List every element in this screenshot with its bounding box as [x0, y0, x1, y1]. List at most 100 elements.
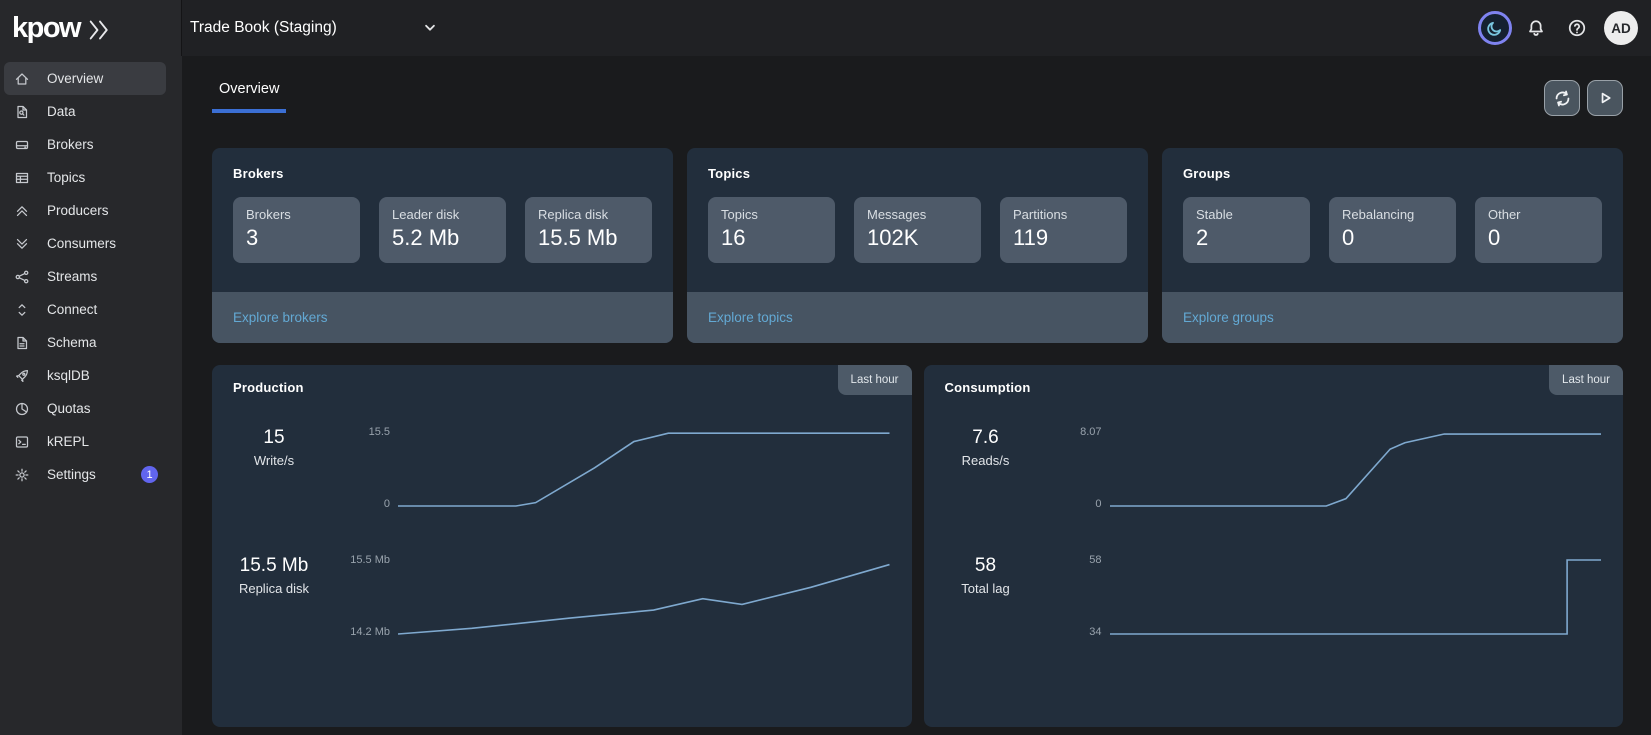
sidebar-item-label: kREPL: [47, 434, 90, 449]
stat-label: Stable: [1196, 207, 1233, 222]
link-explore-topics[interactable]: Explore topics: [708, 310, 793, 325]
sidebar-item-topics[interactable]: Topics: [4, 161, 166, 194]
environment-selector[interactable]: Trade Book (Staging): [190, 19, 439, 37]
help-icon: [1568, 19, 1586, 37]
chart-y-axis-labels: 8.07 0: [1040, 425, 1102, 511]
home-icon: [15, 72, 29, 85]
sidebar-item-label: Consumers: [47, 236, 117, 251]
schema-icon: [17, 336, 28, 349]
link-explore-groups[interactable]: Explore groups: [1183, 310, 1274, 325]
environment-label: Trade Book (Staging): [190, 19, 337, 36]
topbar: kpow Trade Book (Staging) AD: [0, 0, 1651, 56]
refresh-icon: [1555, 90, 1569, 106]
chart-stat: 15.5 Mb Replica disk: [228, 553, 320, 639]
stat-value: 2: [1196, 225, 1209, 250]
topics-icon: [15, 172, 29, 183]
data-icon: [14, 104, 30, 120]
stat-label: Rebalancing: [1342, 207, 1415, 222]
theme-toggle-button[interactable]: [1478, 11, 1512, 45]
chart-stat-value: 15: [263, 427, 285, 448]
time-range-badge[interactable]: Last hour: [1549, 365, 1623, 395]
chart-row-total-lag: 58 Total lag 58 34: [940, 553, 1602, 639]
chart-row-reads-s: 7.6 Reads/s 8.07 0: [940, 425, 1602, 511]
chart-y-axis-labels: 15.5 Mb 14.2 Mb: [328, 553, 390, 639]
chart-stat-label: Reads/s: [961, 453, 1010, 468]
sidebar-item-streams[interactable]: Streams: [4, 260, 166, 293]
sparkline-chart: [398, 553, 890, 639]
sidebar-item-producers[interactable]: Producers: [4, 194, 166, 227]
time-range-badge[interactable]: Last hour: [837, 365, 912, 395]
card-title: Brokers: [233, 166, 284, 181]
producers-icon: [14, 203, 30, 219]
sidebar-item-label: Topics: [47, 170, 86, 185]
y-axis-max-label: 58: [1089, 554, 1102, 566]
sidebar-item-krepl[interactable]: kREPL: [4, 425, 166, 458]
y-axis-min-label: 34: [1089, 626, 1102, 638]
refresh-button[interactable]: [1544, 80, 1580, 116]
notifications-button[interactable]: [1519, 11, 1553, 45]
stat-tile-replica-disk: Replica disk 15.5 Mb: [525, 197, 652, 263]
card-title: Groups: [1183, 166, 1231, 181]
sparkline-svg: [398, 429, 890, 509]
chart-stat-value: 7.6: [972, 427, 999, 448]
sidebar-item-schema[interactable]: Schema: [4, 326, 166, 359]
connect-icon: [18, 303, 26, 316]
tab-overview[interactable]: Overview: [212, 80, 287, 113]
sidebar-item-label: ksqlDB: [47, 368, 90, 383]
stat-tile-rebalancing: Rebalancing 0: [1329, 197, 1456, 263]
stat-tile-stable: Stable 2: [1183, 197, 1310, 263]
stat-value: 5.2 Mb: [392, 225, 460, 250]
chart-stat: 15 Write/s: [228, 425, 320, 511]
card-stats: Topics 16 Messages 102K Partitions 119: [687, 181, 1148, 263]
data-icon: [17, 105, 28, 118]
connect-icon: [14, 302, 30, 318]
link-explore-brokers[interactable]: Explore brokers: [233, 310, 328, 325]
avatar[interactable]: AD: [1604, 11, 1638, 45]
chart-panels: Production Last hour 15 Write/s 15.5 0 15.5 Mb…: [212, 365, 1623, 727]
sparkline-svg: [1110, 557, 1602, 637]
stat-tile-messages: Messages 102K: [854, 197, 981, 263]
settings-icon: [15, 468, 29, 481]
stat-value: 16: [721, 225, 746, 250]
y-axis-max-label: 15.5 Mb: [350, 554, 390, 566]
schema-icon: [14, 335, 30, 351]
consumers-icon: [16, 238, 28, 249]
bell-icon: [1529, 20, 1543, 36]
page-title: Overview: [219, 81, 280, 97]
sidebar-item-consumers[interactable]: Consumers: [4, 227, 166, 260]
brand-logo-text: kpow: [12, 11, 82, 44]
topbar-actions: AD: [1478, 11, 1651, 45]
sidebar-item-ksqldb[interactable]: ksqlDB: [4, 359, 166, 392]
play-button[interactable]: [1587, 80, 1623, 116]
panel-consumption: Consumption Last hour 7.6 Reads/s 8.07 0 58 Tot…: [923, 365, 1623, 727]
quotas-icon: [14, 401, 30, 417]
stat-value: 3: [246, 225, 259, 250]
krepl-icon: [15, 435, 29, 448]
sidebar-item-badge: 1: [141, 466, 158, 483]
krepl-icon: [14, 434, 30, 450]
chevron-down-icon: [424, 24, 435, 31]
card-footer: Explore topics: [687, 292, 1148, 343]
y-axis-max-label: 15.5: [368, 426, 390, 438]
moon-icon: [1487, 21, 1502, 36]
sidebar-item-brokers[interactable]: Brokers: [4, 128, 166, 161]
sidebar-item-data[interactable]: Data: [4, 95, 166, 128]
chart-stat-label: Total lag: [961, 581, 1010, 596]
sidebar-item-label: Streams: [47, 269, 98, 284]
brokers-icon: [15, 140, 29, 149]
sidebar-item-settings[interactable]: Settings 1: [4, 458, 166, 491]
sidebar-item-label: Producers: [47, 203, 109, 218]
sidebar-item-overview[interactable]: Overview: [4, 62, 166, 95]
y-axis-min-label: 0: [1095, 498, 1102, 510]
stat-value: 15.5 Mb: [538, 225, 618, 250]
consumers-icon: [14, 236, 30, 252]
double-chevron-right-icon: [89, 20, 108, 39]
chart-stat: 58 Total lag: [940, 553, 1032, 639]
brand-logo[interactable]: kpow: [0, 0, 182, 56]
card-brokers: Brokers Brokers 3 Leader disk 5.2 Mb Replica …: [212, 148, 673, 343]
help-button[interactable]: [1560, 11, 1594, 45]
sidebar-item-quotas[interactable]: Quotas: [4, 392, 166, 425]
chart-stat-value: 15.5 Mb: [239, 555, 309, 576]
chart-row-replica-disk: 15.5 Mb Replica disk 15.5 Mb 14.2 Mb: [228, 553, 890, 639]
sidebar-item-connect[interactable]: Connect: [4, 293, 166, 326]
